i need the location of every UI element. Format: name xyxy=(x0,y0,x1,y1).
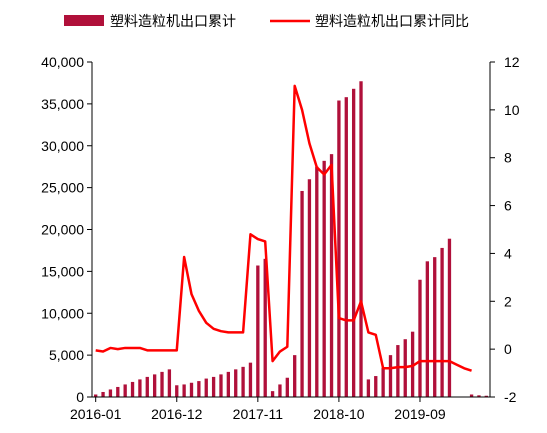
bar xyxy=(366,379,371,397)
bar xyxy=(256,265,260,397)
right-tick-label: 8 xyxy=(504,150,512,166)
bar xyxy=(388,355,393,398)
bar xyxy=(226,371,231,398)
right-tick-label: 10 xyxy=(504,102,520,118)
bar xyxy=(278,384,282,397)
bar xyxy=(293,355,297,398)
legend-bar-swatch xyxy=(64,15,104,26)
bar xyxy=(344,97,348,398)
bar xyxy=(234,369,238,397)
left-tick-label: 0 xyxy=(76,389,84,405)
right-tick-label: 4 xyxy=(504,245,512,261)
bar xyxy=(307,179,312,397)
x-tick-label: 2019-09 xyxy=(394,406,446,422)
bar xyxy=(189,382,194,397)
bar xyxy=(469,394,474,397)
bar xyxy=(418,279,422,397)
legend: 塑料造粒机出口累计 塑料造粒机出口累计同比 xyxy=(64,13,469,29)
left-tick-label: 10,000 xyxy=(41,305,84,321)
bar xyxy=(263,258,267,397)
bar xyxy=(447,238,452,397)
bar xyxy=(94,394,98,397)
bar xyxy=(440,247,444,397)
line-series-group xyxy=(95,84,472,372)
x-tick-label: 2016-01 xyxy=(70,406,122,422)
bar xyxy=(241,366,245,397)
bar xyxy=(410,331,415,397)
bar xyxy=(329,154,334,398)
bar xyxy=(396,345,400,397)
line-series xyxy=(95,84,472,372)
bar xyxy=(337,100,341,398)
bar xyxy=(130,381,135,397)
right-tick-label: -2 xyxy=(504,389,517,405)
right-tick-label: 6 xyxy=(504,198,512,214)
bar xyxy=(204,378,208,397)
bar xyxy=(152,374,157,397)
legend-label-bar: 塑料造粒机出口累计 xyxy=(110,13,236,29)
right-tick-label: 0 xyxy=(504,341,512,357)
right-tick-label: 12 xyxy=(504,54,520,70)
bar xyxy=(182,384,186,397)
x-tick-label: 2017-11 xyxy=(233,406,284,422)
bar xyxy=(315,166,319,397)
right-tick-label: 2 xyxy=(504,293,512,309)
bar xyxy=(167,369,172,397)
left-tick-label: 30,000 xyxy=(41,138,84,154)
bar xyxy=(381,367,385,397)
x-tick-label: 2016-12 xyxy=(151,406,203,422)
bar xyxy=(374,376,378,397)
bar xyxy=(101,391,105,397)
bar xyxy=(285,377,289,397)
axes: 0 5,000 10,000 15,000 20,000 25,000 30,000 35,0… xyxy=(41,54,520,422)
bar xyxy=(425,261,430,397)
bar xyxy=(270,391,275,397)
bar xyxy=(359,81,363,397)
bar xyxy=(477,395,481,397)
bar xyxy=(433,257,437,397)
bar xyxy=(138,379,142,397)
bar xyxy=(219,374,223,397)
bar xyxy=(351,88,356,398)
x-tick-label: 2018-10 xyxy=(313,406,365,422)
bar xyxy=(123,384,127,397)
bar xyxy=(108,389,113,397)
bar xyxy=(145,376,149,397)
bar xyxy=(116,386,120,397)
left-tick-label: 20,000 xyxy=(41,222,84,238)
left-tick-label: 5,000 xyxy=(49,347,84,363)
bar xyxy=(160,371,164,398)
bar xyxy=(197,381,201,397)
left-tick-label: 40,000 xyxy=(41,54,84,70)
left-tick-label: 35,000 xyxy=(41,96,84,112)
bar-series xyxy=(94,81,488,398)
left-tick-label: 15,000 xyxy=(41,263,84,279)
bar xyxy=(248,362,253,397)
bar xyxy=(175,385,179,397)
legend-label-line: 塑料造粒机出口累计同比 xyxy=(315,13,469,29)
bar xyxy=(484,395,488,397)
bar xyxy=(211,376,216,397)
left-tick-label: 25,000 xyxy=(41,180,84,196)
bar xyxy=(322,160,326,397)
bar xyxy=(300,190,304,397)
